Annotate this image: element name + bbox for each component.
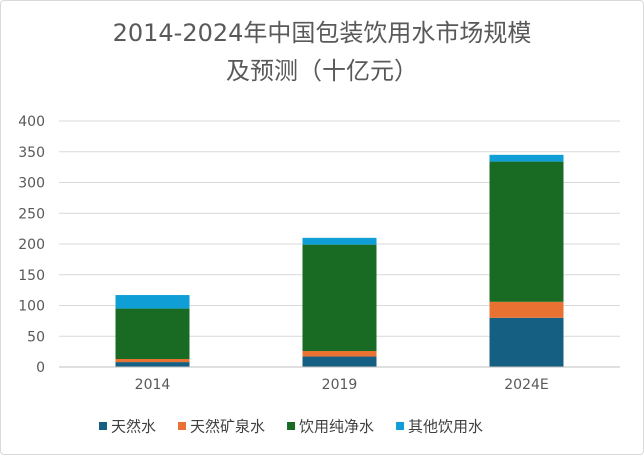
y-tick-label: 400 (18, 114, 45, 130)
bar-segment (489, 301, 564, 318)
legend-swatch (178, 422, 187, 430)
bar-segment (115, 359, 190, 363)
y-tick-label: 50 (27, 329, 45, 345)
legend-label: 天然矿泉水 (190, 418, 265, 436)
chart-title-line-2: 及预测（十亿元） (226, 57, 418, 85)
x-tick-label: 2014 (135, 377, 171, 393)
y-axis: 0 50 100 150 200 250 300 350 400 (18, 114, 45, 376)
y-tick-label: 150 (18, 268, 45, 284)
bar-segment (115, 308, 190, 360)
y-tick-label: 350 (18, 145, 45, 161)
chart-title: 2014-2024年中国包装饮用水市场规模 及预测（十亿元） (0, 14, 644, 90)
y-tick-label: 0 (36, 360, 45, 376)
legend-label: 其他饮用水 (408, 418, 483, 436)
y-tick-label: 100 (18, 299, 45, 315)
bar-segment (489, 161, 564, 302)
bar-segment (302, 356, 377, 367)
legend-swatch (99, 422, 107, 430)
legend-swatch (396, 422, 405, 430)
bar-segment (302, 244, 377, 352)
x-tick-label: 2024E (504, 377, 548, 393)
chart-title-line-1: 2014-2024年中国包装饮用水市场规模 (112, 19, 532, 47)
y-tick-label: 200 (18, 237, 45, 253)
legend: 天然水 天然矿泉水 饮用纯净水 其他饮用水 (99, 418, 483, 436)
legend-label: 天然水 (111, 418, 156, 436)
bar-segment (115, 295, 190, 309)
bars (115, 154, 564, 367)
bar-segment (115, 362, 190, 367)
y-tick-label: 250 (18, 206, 45, 222)
x-tick-label: 2019 (322, 377, 358, 393)
legend-swatch (287, 422, 296, 430)
bar-segment (302, 237, 377, 245)
x-axis: 2014 2019 2024E (59, 366, 620, 393)
bar-segment (489, 154, 564, 162)
y-tick-label: 300 (18, 176, 45, 192)
bar-segment (489, 317, 564, 367)
legend-label: 饮用纯净水 (299, 418, 374, 436)
bar-segment (302, 351, 377, 357)
